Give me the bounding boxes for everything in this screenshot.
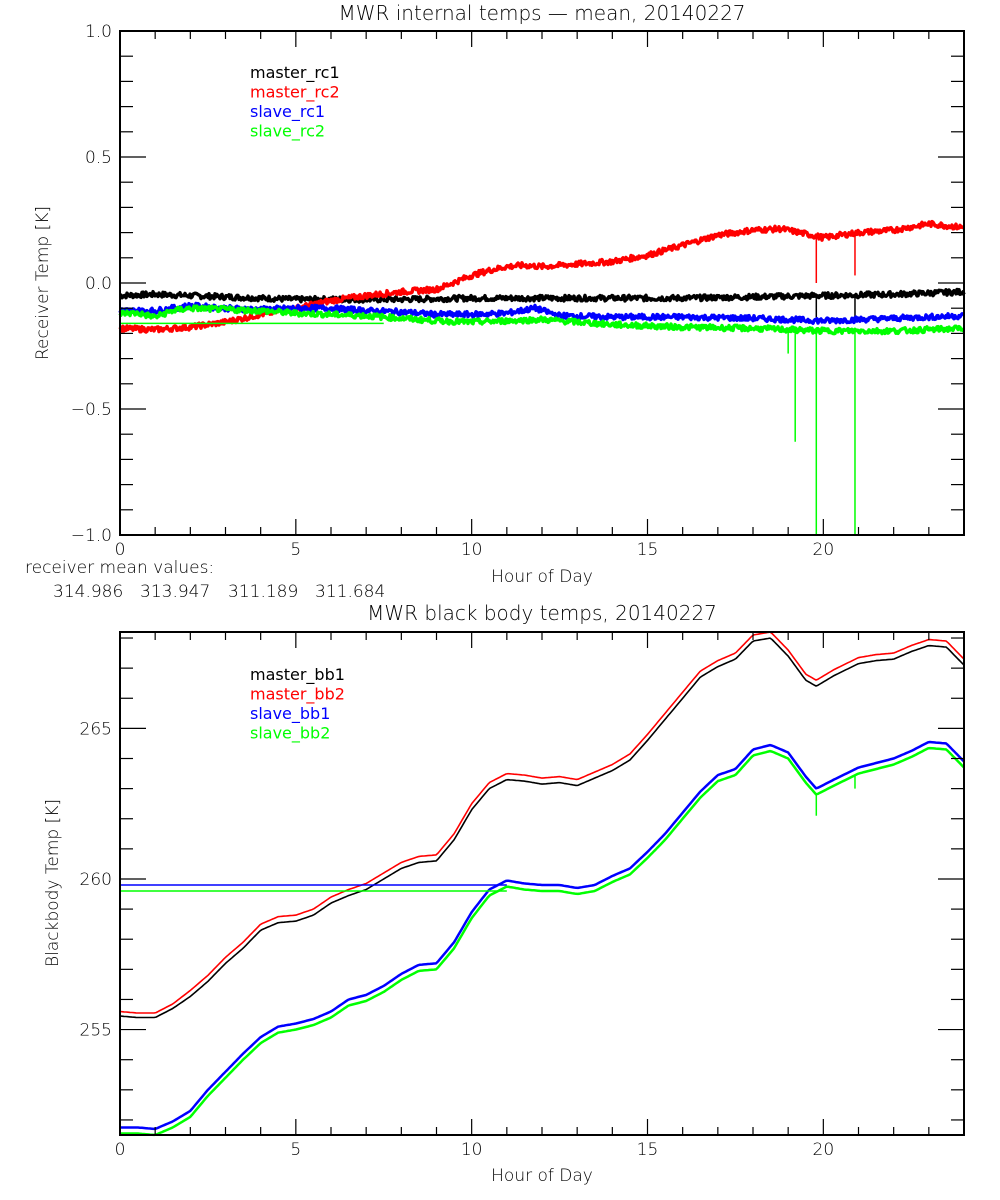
y-tick-label: 260 <box>80 870 112 890</box>
mean-value-master-rc2: 313.947 <box>140 582 210 602</box>
series-master-rc2 <box>118 219 965 334</box>
mean-values-label: receiver mean values: <box>25 558 214 578</box>
y-tick-label: 1.0 <box>85 22 112 42</box>
y-axis-label: Receiver Temp [K] <box>33 206 53 360</box>
series-slave-rc2 <box>118 304 965 336</box>
x-tick-label: 5 <box>290 1140 301 1160</box>
x-tick-label: 15 <box>637 540 659 560</box>
x-axis-label: Hour of Day <box>491 1166 593 1186</box>
y-tick-label: 265 <box>80 719 112 739</box>
chart-title: MWR internal temps — mean, 20140227 <box>338 1 745 25</box>
x-tick-label: 10 <box>461 540 483 560</box>
legend-entry-master-bb1: master_bb1 <box>250 665 345 685</box>
y-axis-label: Blackbody Temp [K] <box>43 799 63 967</box>
legend-entry-slave-bb2: slave_bb2 <box>250 724 330 744</box>
legend-entry-slave-rc2: slave_rc2 <box>250 122 325 142</box>
series-master-bb2 <box>119 631 965 1014</box>
x-tick-label: 20 <box>813 540 835 560</box>
x-tick-label: 15 <box>637 1140 659 1160</box>
axis-ticks: 0 5 10 15 20 −1.0 −0.5 0.0 0.5 1.0 <box>71 22 965 560</box>
mean-value-master-rc1: 314.986 <box>53 582 123 602</box>
plot-area <box>118 219 966 535</box>
receiver-temps-panel: MWR internal temps — mean, 20140227 Rece… <box>25 1 966 602</box>
axis-ticks: 0 5 10 15 20 255 260 265 <box>80 632 965 1160</box>
series-slave-bb2 <box>120 746 965 1137</box>
plot-frame <box>119 30 965 536</box>
mean-value-slave-rc1: 311.189 <box>228 582 298 602</box>
series-master-bb1 <box>119 637 965 1019</box>
blackbody-temps-panel: MWR black body temps, 20140227 Blackbody… <box>43 601 965 1186</box>
series-slave-bb1 <box>120 740 965 1131</box>
x-tick-label: 20 <box>813 1140 835 1160</box>
legend-entry-slave-bb1: slave_bb1 <box>250 704 330 724</box>
y-tick-label: −0.5 <box>71 400 112 420</box>
x-tick-label: 0 <box>115 1140 126 1160</box>
legend-entry-slave-rc1: slave_rc1 <box>250 102 325 122</box>
legend-entry-master-bb2: master_bb2 <box>250 685 345 705</box>
y-tick-label: 0.0 <box>85 274 112 294</box>
legend-entry-master-rc2: master_rc2 <box>250 83 340 103</box>
mean-value-slave-rc2: 311.684 <box>315 582 385 602</box>
series-master-rc1 <box>119 287 966 304</box>
y-tick-label: 0.5 <box>85 148 112 168</box>
y-tick-label: −1.0 <box>71 526 112 546</box>
mean-values: 314.986 313.947 311.189 311.684 <box>53 582 385 602</box>
x-axis-label: Hour of Day <box>491 567 593 587</box>
plot-frame <box>119 631 965 1136</box>
legend-entry-master-rc1: master_rc1 <box>250 63 340 83</box>
x-tick-label: 5 <box>290 540 301 560</box>
x-tick-label: 0 <box>115 540 126 560</box>
chart-title: MWR black body temps, 20140227 <box>367 601 717 625</box>
plot-area <box>119 631 965 1137</box>
x-tick-label: 10 <box>461 1140 483 1160</box>
y-tick-label: 255 <box>80 1021 112 1041</box>
